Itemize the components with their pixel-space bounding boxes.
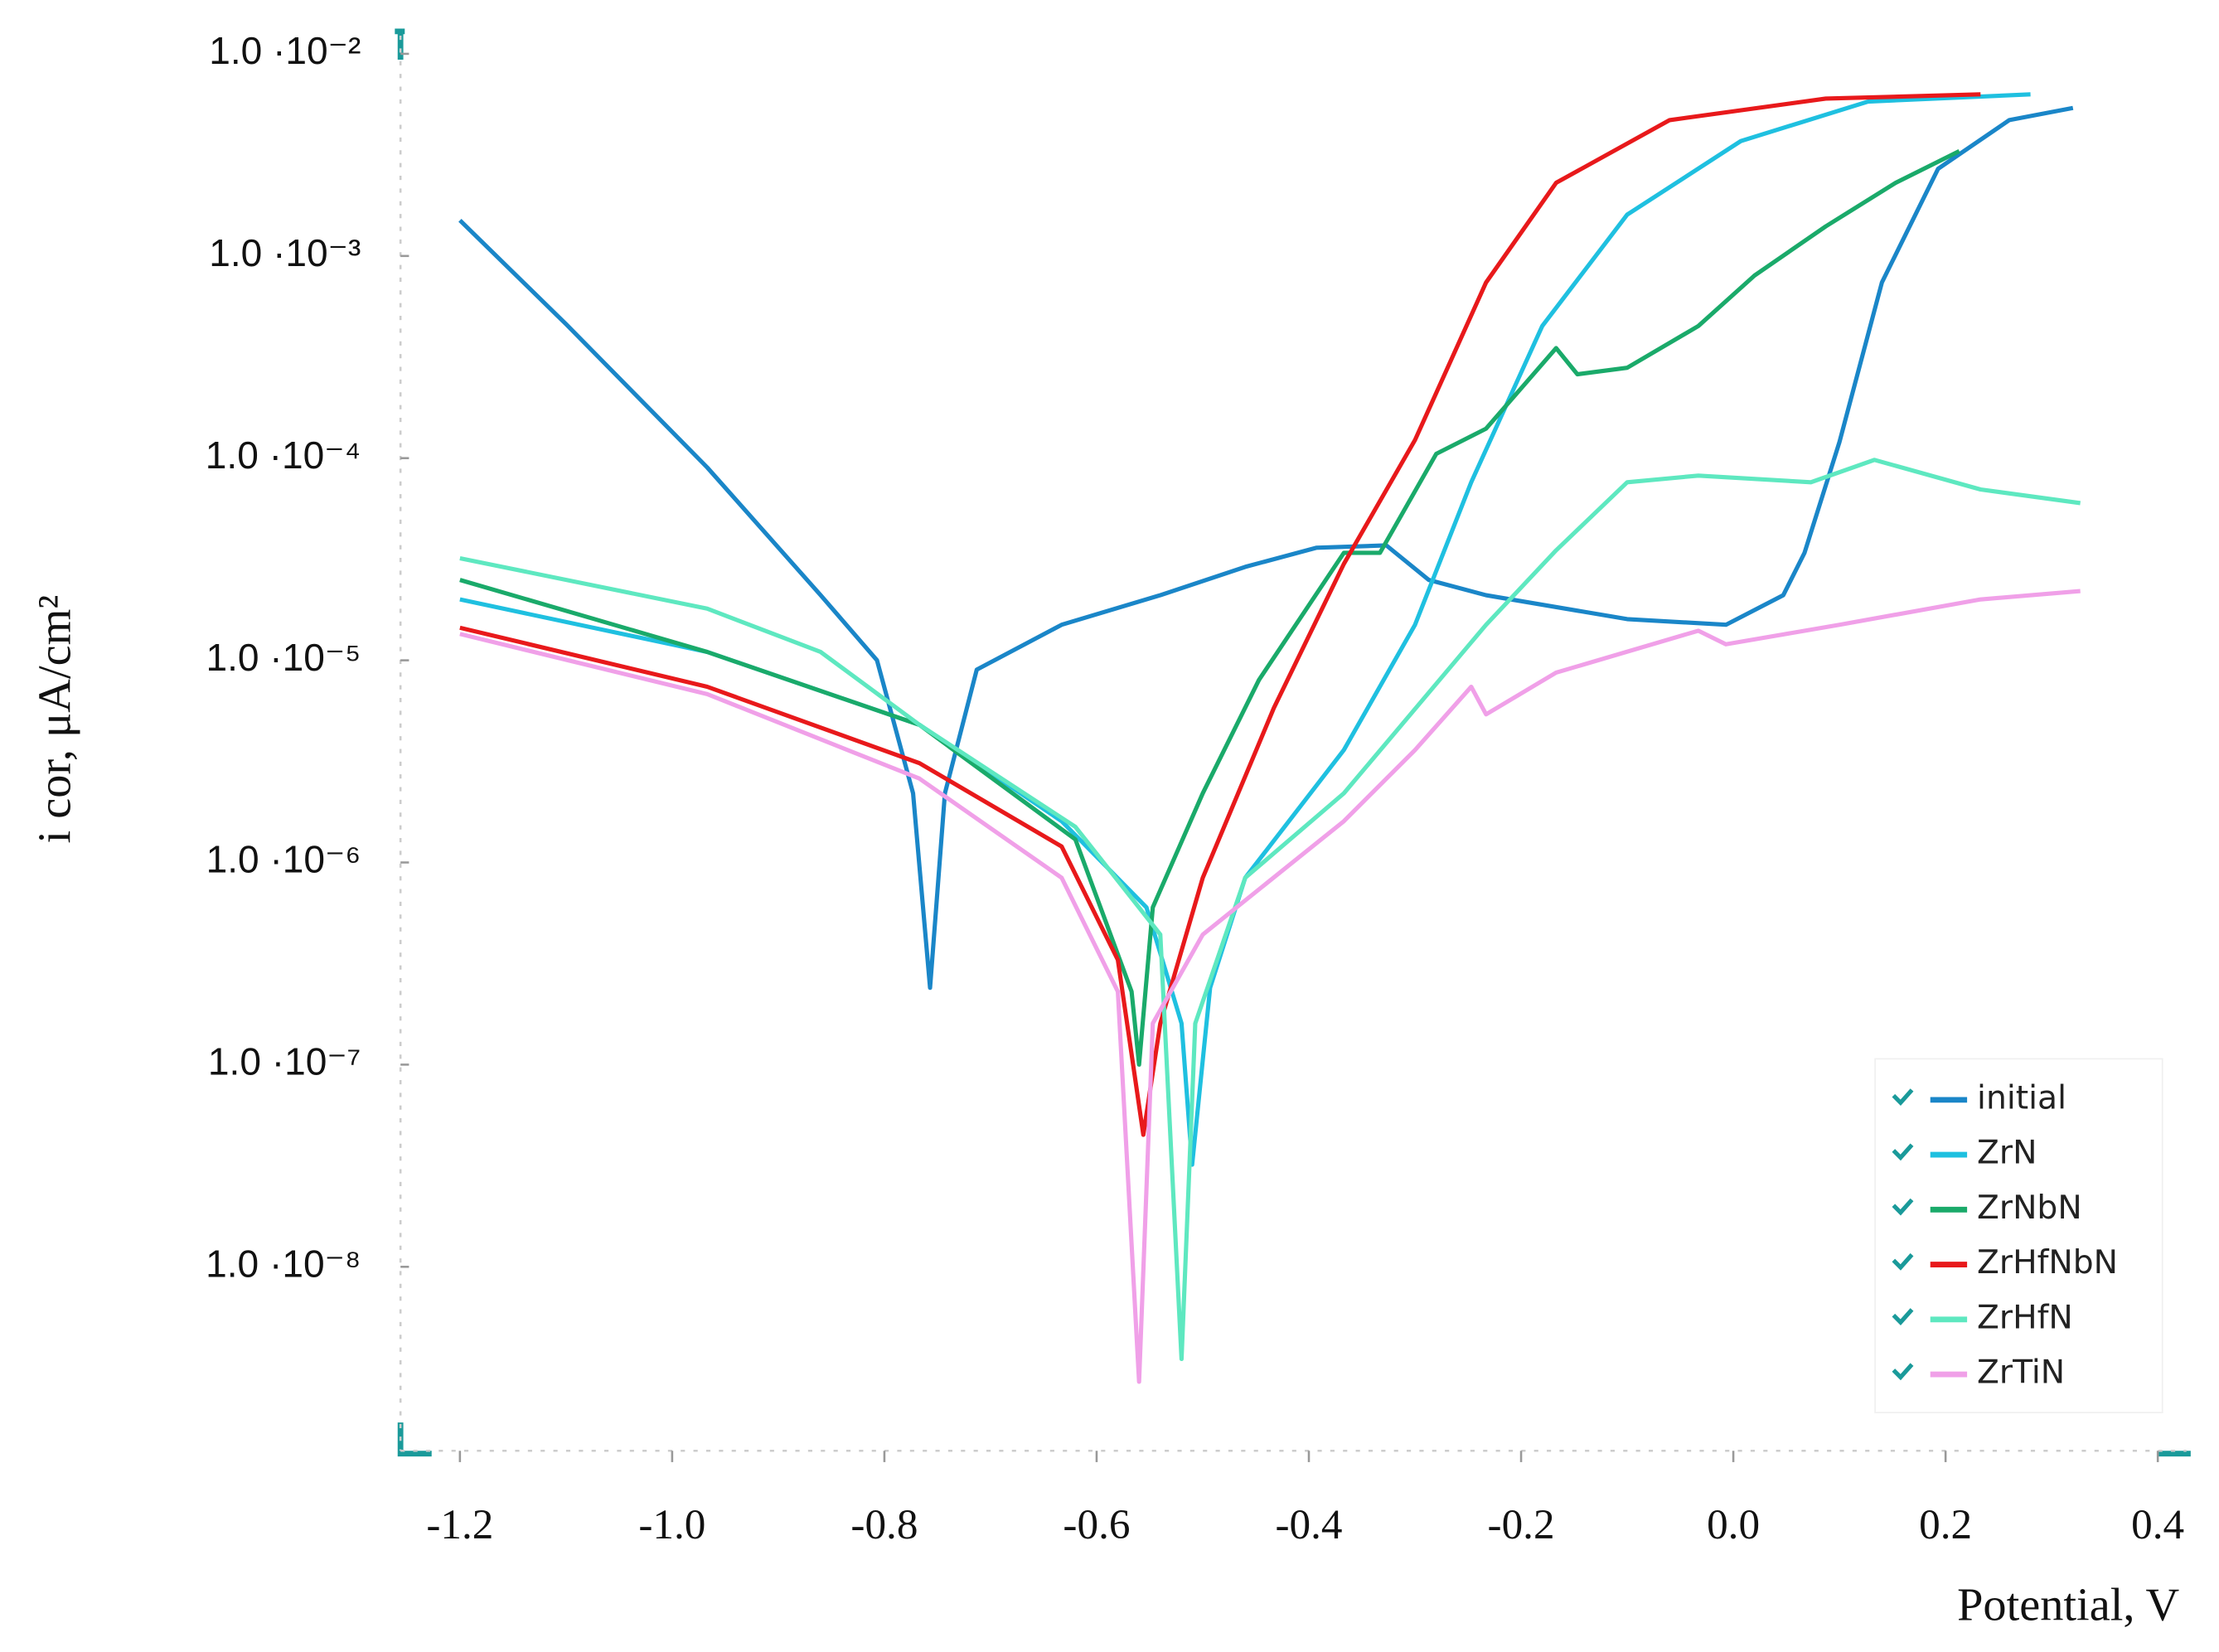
legend-label: ZrHfN	[1977, 1299, 2073, 1336]
series-line	[458, 105, 2074, 991]
y-axis-label: i cor, μA/cm²	[30, 595, 81, 844]
legend-label: ZrTiN	[1977, 1354, 2065, 1392]
y-tick-label: 1.0 ·10⁻³	[209, 231, 361, 274]
legend-check	[1892, 1143, 1914, 1161]
x-tick-label: 0.4	[2131, 1501, 2184, 1548]
x-tick-label: -0.2	[1488, 1501, 1555, 1548]
series-line	[459, 458, 2081, 1362]
y-tick-label: 1.0 ·10⁻⁷	[208, 1040, 361, 1083]
legend-box	[1874, 1058, 2163, 1414]
legend-label: initial	[1977, 1079, 2066, 1117]
legend-label: ZrHfNbN	[1977, 1244, 2118, 1281]
series-line	[459, 92, 1981, 1137]
x-tick-label: 0.2	[1919, 1501, 1972, 1548]
legend-check	[1892, 1308, 1914, 1325]
x-tick-label: -1.2	[426, 1501, 493, 1548]
x-axis-label: Potential, V	[1957, 1579, 2179, 1630]
y-tick-label: 1.0 ·10⁻⁴	[206, 434, 361, 477]
legend-check	[1892, 1198, 1914, 1216]
x-tick-label: -0.8	[850, 1501, 918, 1548]
axis-corner	[395, 28, 405, 61]
legend-check	[1892, 1252, 1914, 1271]
legend-check	[1892, 1088, 1914, 1107]
y-tick-label: 1.0 ·10⁻⁶	[206, 838, 361, 881]
legend-check	[1892, 1363, 1914, 1381]
x-tick-label: 0.0	[1707, 1501, 1760, 1548]
series-line	[459, 92, 2031, 1167]
x-tick-label: -0.4	[1275, 1501, 1342, 1548]
y-tick-label: 1.0 ·10⁻⁸	[206, 1242, 361, 1285]
series-line	[459, 589, 2081, 1384]
legend-label: ZrNbN	[1977, 1189, 2082, 1227]
axis-corner	[397, 1422, 2191, 1457]
x-tick-label: -0.6	[1063, 1501, 1130, 1548]
legend-label: ZrN	[1977, 1135, 2037, 1172]
y-tick-label: 1.0 ·10⁻²	[209, 29, 361, 72]
x-tick-label: -1.0	[638, 1501, 705, 1548]
y-tick-label: 1.0 ·10⁻⁵	[206, 636, 361, 679]
series-line	[459, 149, 1960, 1067]
